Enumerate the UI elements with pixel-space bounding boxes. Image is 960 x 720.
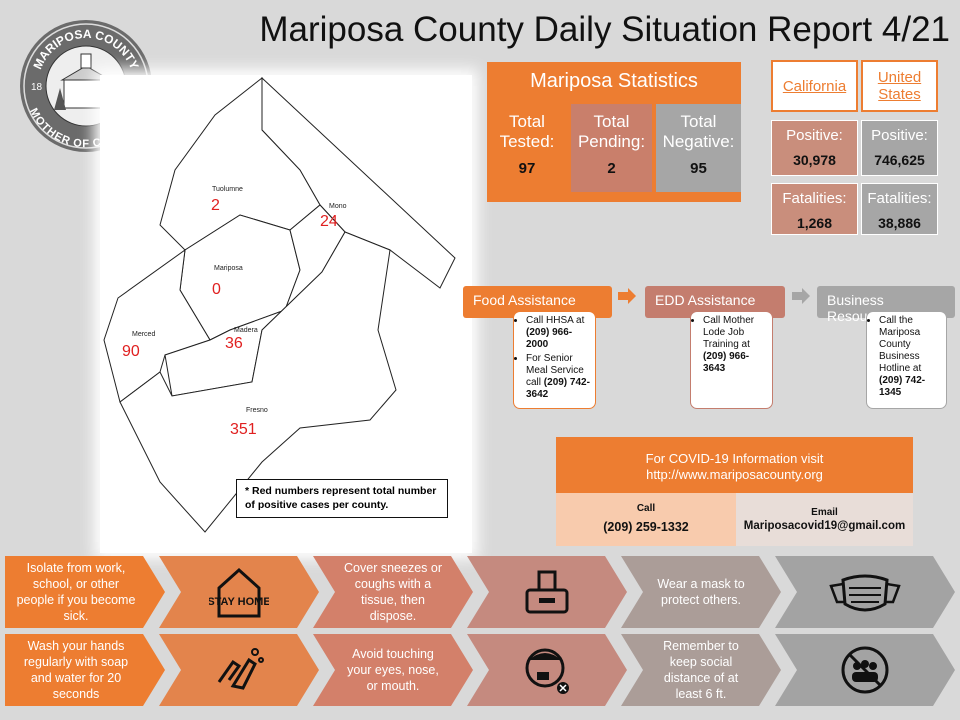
tip: Wash your hands regularly with soap and …: [5, 634, 165, 706]
county-cases: 0: [212, 281, 221, 298]
assist-phone: (209) 966-3643: [703, 351, 750, 374]
stat-label: Total Pending:: [577, 112, 646, 151]
assist-detail: Call Mother Lode Job Training at (209) 9…: [690, 311, 773, 409]
region-fatalities: Fatalities: 38,886: [861, 183, 938, 235]
fatalities-label: Fatalities:: [867, 190, 932, 207]
tip: Isolate from work, school, or other peop…: [5, 556, 165, 628]
map-note: * Red numbers represent total number of …: [236, 479, 448, 518]
assist-text: Call the Mariposa County Business Hotlin…: [879, 315, 922, 374]
county-name: Mono: [329, 203, 347, 210]
stat-cell: Total Tested: 97: [487, 104, 567, 192]
email: Mariposacovid19@gmail.com: [743, 520, 906, 532]
icon-face: [517, 642, 577, 698]
assist-item: For Senior Meal Service call (209) 742-3…: [526, 353, 591, 401]
tip: Cover sneezes or coughs with a tissue, t…: [313, 556, 473, 628]
arrow: [618, 288, 636, 304]
arrow: [792, 288, 810, 304]
region-link[interactable]: California: [771, 60, 858, 112]
assist-item: Call Mother Lode Job Training at (209) 9…: [703, 315, 768, 375]
contact-url: http://www.mariposacounty.org: [646, 467, 823, 482]
county-cases: 36: [225, 335, 243, 352]
fatalities-value: 1,268: [796, 215, 833, 231]
assist-phone: (209) 742-3642: [526, 377, 590, 400]
county-name: Madera: [234, 327, 258, 334]
assist-detail: Call HHSA at (209) 966-2000 For Senior M…: [513, 311, 596, 409]
stat-value: 95: [690, 160, 707, 177]
fatalities-label: Fatalities:: [782, 190, 847, 207]
county-name: Mariposa: [214, 265, 243, 272]
assist-phone: (209) 966-2000: [526, 327, 573, 350]
region-positive: Positive: 746,625: [861, 120, 938, 176]
tip: Remember to keep social distance of at l…: [621, 634, 781, 706]
region-link[interactable]: United States: [861, 60, 938, 112]
assist-text: For Senior Meal Service call: [526, 353, 584, 388]
stat-label: Total Negative:: [662, 112, 735, 151]
contact-header-text: For COVID-19 Information visit: [645, 451, 824, 466]
stats-title: Mariposa Statistics: [487, 62, 741, 102]
county-cases: 24: [320, 213, 338, 230]
phone: (209) 259-1332: [603, 520, 689, 534]
contact-header: For COVID-19 Information visit http://www…: [556, 437, 913, 493]
stat-cell: Total Pending: 2: [571, 104, 652, 192]
stat-value: 97: [518, 160, 536, 177]
assist-item: Call the Mariposa County Business Hotlin…: [879, 315, 942, 399]
fatalities-value: 38,886: [878, 215, 921, 231]
stat-cell: Total Negative: 95: [656, 104, 741, 192]
assist-text: Call Mother Lode Job Training at: [703, 315, 755, 350]
contact-email: Email Mariposacovid19@gmail.com: [736, 493, 913, 546]
icon-text: STAY HOME: [209, 596, 269, 608]
assist-phone: (209) 742-1345: [879, 375, 926, 398]
seal-tower: [80, 53, 92, 69]
county-name: Fresno: [246, 407, 268, 414]
positive-label: Positive:: [871, 127, 928, 144]
tip-icon: [467, 634, 627, 706]
email-label: Email: [811, 507, 838, 518]
icon-mask: [825, 564, 905, 620]
contact-call: Call (209) 259-1332: [556, 493, 736, 546]
assist-item: Call HHSA at (209) 966-2000: [526, 315, 591, 351]
assist-detail: Call the Mariposa County Business Hotlin…: [866, 311, 947, 409]
region-fatalities: Fatalities: 1,268: [771, 183, 858, 235]
county-cases: 90: [122, 343, 140, 360]
icon-no-crowd: [835, 642, 895, 698]
icon-tissue: [517, 564, 577, 620]
icon-stay-home: STAY HOME: [209, 564, 269, 620]
report-title: Mariposa County Daily Situation Report 4…: [259, 10, 950, 49]
tip-icon: [159, 634, 319, 706]
seal-tree: [54, 88, 66, 110]
tip: Wear a mask to protect others.: [621, 556, 781, 628]
assist-text: Call HHSA at: [526, 315, 585, 326]
county-cases: 2: [211, 197, 220, 214]
positive-value: 30,978: [793, 152, 836, 168]
icon-hands: [209, 642, 269, 698]
seal-left-text: 18: [31, 82, 43, 93]
region-positive: Positive: 30,978: [771, 120, 858, 176]
call-label: Call: [636, 503, 656, 514]
county-cases: 351: [230, 421, 257, 438]
tip-icon: [775, 634, 955, 706]
tip-icon: STAY HOME: [159, 556, 319, 628]
seal-roof: [60, 65, 112, 81]
county-fresno: [119, 231, 397, 533]
stat-label: Total Tested:: [499, 112, 555, 151]
tip: Avoid touching your eyes, nose, or mouth…: [313, 634, 473, 706]
positive-label: Positive:: [786, 127, 843, 144]
stat-value: 2: [607, 160, 616, 177]
tip-icon: [467, 556, 627, 628]
positive-value: 746,625: [874, 152, 925, 168]
county-name: Tuolumne: [212, 186, 243, 193]
tip-icon: [775, 556, 955, 628]
county-map: Tuolumne Mono Mariposa Merced Madera Fre…: [103, 76, 456, 533]
county-name: Merced: [132, 331, 155, 338]
